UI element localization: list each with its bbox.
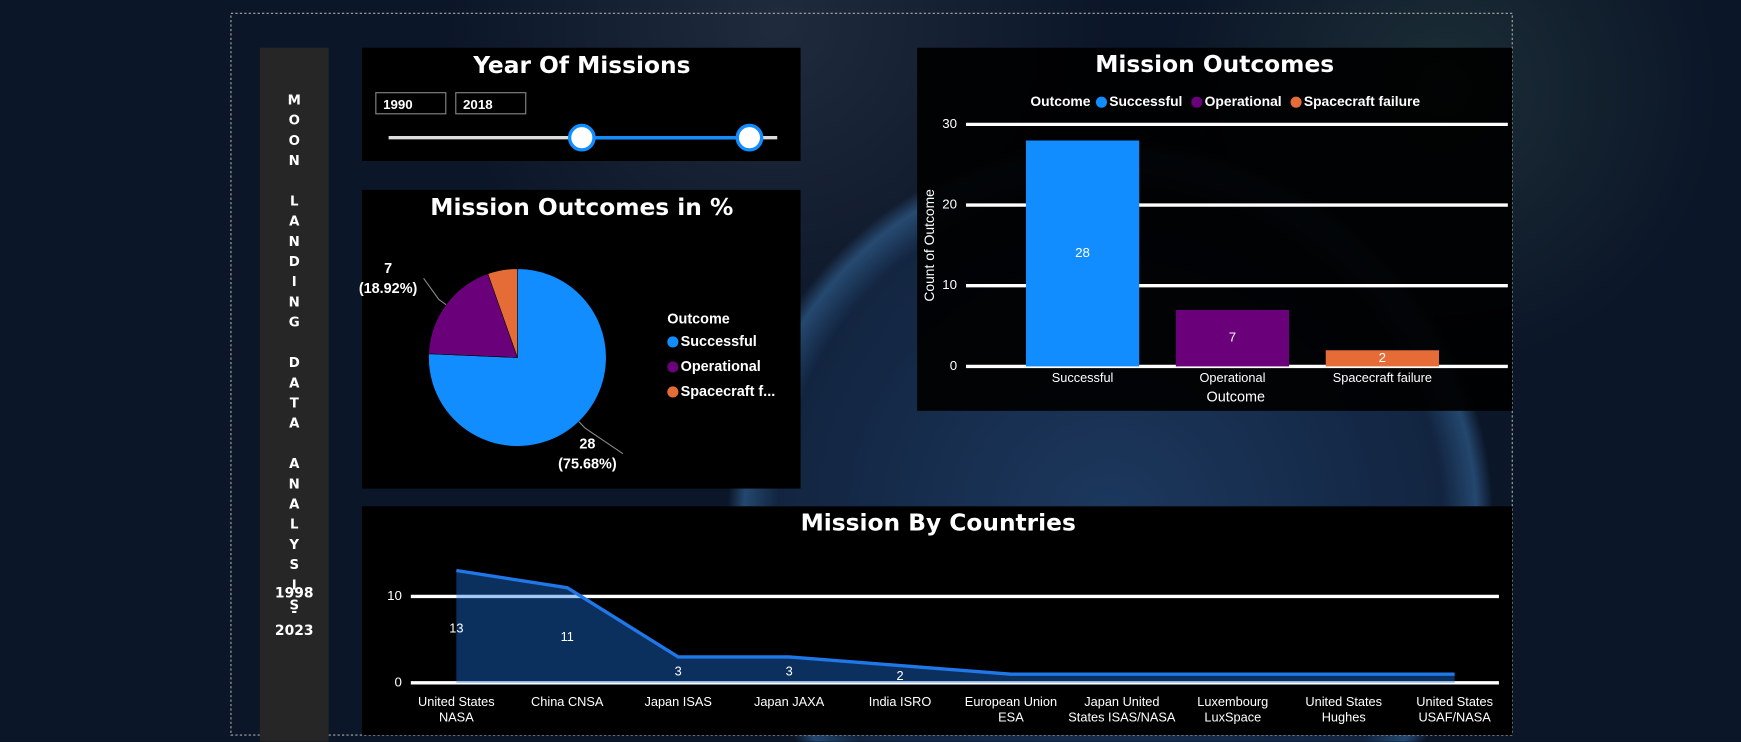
- x-tick-label: India ISRO: [868, 696, 932, 710]
- legend-marker: [667, 336, 679, 348]
- x-tick-label: China CNSA: [531, 696, 604, 710]
- x-tick-label: Japan United States ISAS/NASA: [1068, 696, 1176, 726]
- data-label: (18.92%): [359, 281, 418, 297]
- data-label: 3: [786, 663, 793, 678]
- x-tick-label: United States NASA: [418, 696, 495, 726]
- x-tick-label: Operational: [1200, 370, 1266, 385]
- leader-line: [423, 277, 447, 306]
- data-label: 7: [1229, 330, 1236, 345]
- x-axis-label: Outcome: [1207, 389, 1266, 405]
- data-label: 28: [579, 437, 595, 453]
- x-tick-label: United States USAF/NASA: [1416, 696, 1493, 726]
- data-label: 13: [449, 620, 463, 635]
- legend-title: Outcome: [1030, 93, 1090, 109]
- data-label: 7: [384, 261, 392, 277]
- x-tick-label: United States Hughes: [1305, 696, 1383, 726]
- pie-slice: [428, 273, 518, 358]
- data-label: 28: [1075, 245, 1090, 260]
- legend-label: Spacecraft failure: [1304, 93, 1421, 109]
- x-tick-label: Japan ISAS: [644, 696, 712, 710]
- legend-label: Operational: [1205, 93, 1282, 109]
- legend-marker: [1095, 96, 1107, 108]
- legend-marker: [1290, 96, 1302, 108]
- sidebar: MOON LANDING DATA ANALYSIS 1998 - 2023: [259, 47, 329, 742]
- data-label: 11: [561, 629, 574, 644]
- data-label: 2: [1379, 350, 1386, 365]
- x-tick-label: Luxembourg LuxSpace: [1197, 696, 1269, 726]
- y-tick-label: 10: [387, 588, 402, 603]
- legend-label: Successful: [1109, 93, 1182, 109]
- y-tick-label: 10: [942, 277, 957, 292]
- area-fill: [456, 570, 1455, 683]
- slider-handle[interactable]: [735, 123, 764, 152]
- x-tick-label: European Union ESA: [964, 696, 1058, 726]
- area-line: [456, 568, 1455, 676]
- data-label: (75.68%): [558, 457, 617, 473]
- sidebar-years: 1998 - 2023: [274, 584, 314, 639]
- y-tick-label: 0: [395, 674, 402, 689]
- legend-title: Outcome: [667, 312, 730, 328]
- slicer-title: Year Of Missions: [472, 52, 690, 79]
- x-tick-label: Successful: [1052, 370, 1114, 385]
- bar: [1175, 309, 1290, 367]
- chart-title: Mission By Countries: [801, 510, 1076, 537]
- legend-marker: [1191, 96, 1203, 108]
- area-panel: [361, 506, 1513, 736]
- sidebar-title: MOON LANDING DATA ANALYSIS: [286, 92, 303, 618]
- chart-title: Mission Outcomes in %: [430, 194, 733, 221]
- legend-marker: [667, 361, 679, 373]
- x-tick-label: Spacecraft failure: [1333, 370, 1432, 385]
- bar: [1325, 350, 1439, 367]
- leader-line: [578, 421, 624, 455]
- legend-marker: [667, 386, 679, 398]
- legend-label: Successful: [681, 334, 757, 350]
- start-year[interactable]: 1990: [375, 92, 447, 115]
- bar: [1025, 140, 1140, 367]
- data-label: 3: [675, 663, 682, 678]
- y-tick-label: 30: [942, 116, 957, 131]
- end-year[interactable]: 2018: [455, 92, 527, 115]
- slider-handle[interactable]: [567, 123, 596, 152]
- chart-title: Mission Outcomes: [1095, 51, 1334, 78]
- y-tick-label: 20: [942, 197, 957, 212]
- legend-label: Operational: [681, 359, 761, 375]
- legend-label: Spacecraft f...: [681, 384, 776, 400]
- y-tick-label: 0: [950, 358, 957, 373]
- y-axis-label: Count of Outcome: [921, 189, 937, 302]
- x-tick-label: Japan JAXA: [753, 696, 825, 710]
- data-label: 2: [896, 668, 903, 683]
- pie-slice: [487, 268, 518, 358]
